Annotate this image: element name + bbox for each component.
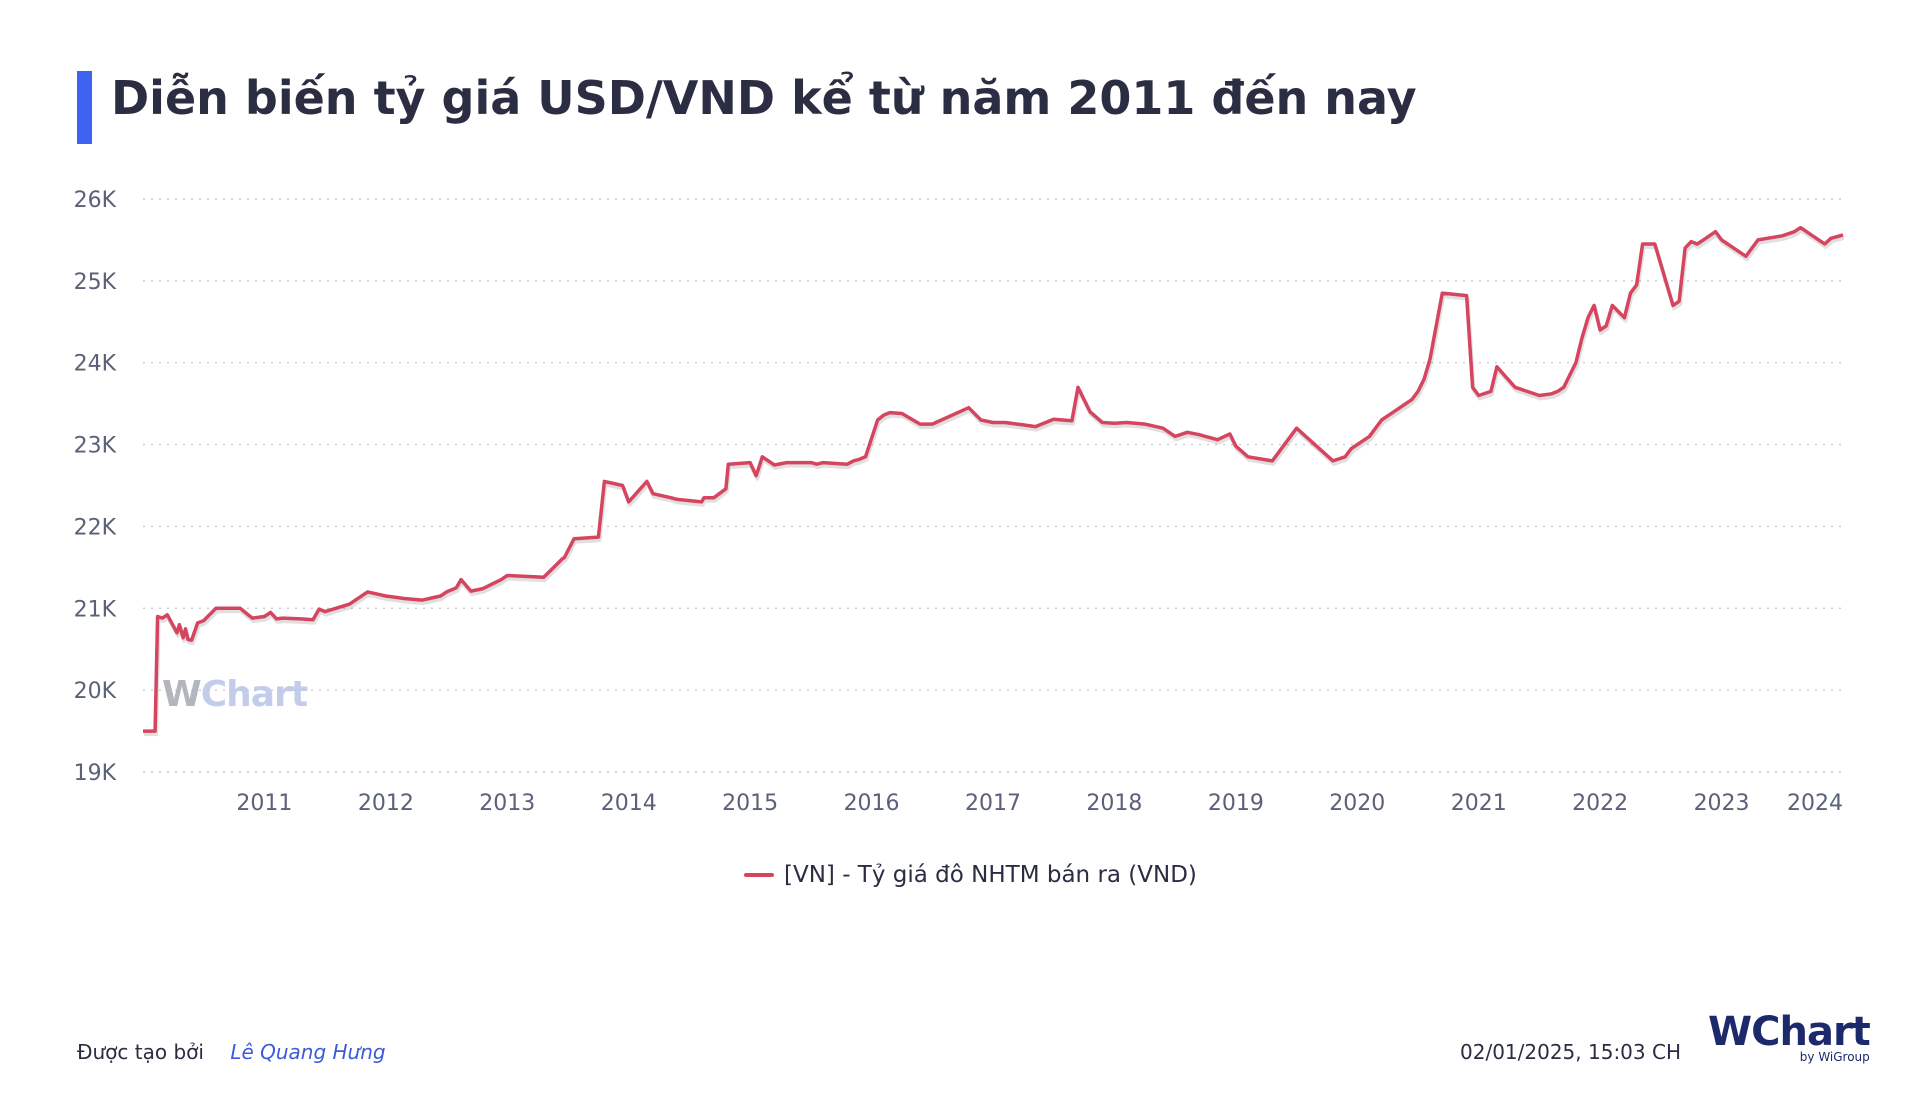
- y-tick-label: 20K: [74, 679, 117, 704]
- y-tick-label: 26K: [74, 188, 117, 213]
- series-group: [143, 225, 1845, 737]
- grid: [143, 198, 1843, 773]
- title-accent-bar: [77, 71, 92, 144]
- x-tick-label: 2011: [236, 791, 292, 816]
- legend-swatch: [744, 873, 774, 877]
- x-tick-label: 2012: [358, 791, 414, 816]
- x-axis: 2011 2012 2013 2014 2015 2016 2017 2018 2019 2020…: [236, 791, 1843, 816]
- x-tick-label: 2022: [1572, 791, 1628, 816]
- x-tick-label: 2015: [722, 791, 778, 816]
- x-tick-label: 2021: [1451, 791, 1507, 816]
- legend-label: [VN] - Tỷ giá đô NHTM bán ra (VND): [784, 862, 1197, 888]
- x-tick-label: 2018: [1086, 791, 1142, 816]
- x-tick-label: 2020: [1329, 791, 1385, 816]
- y-tick-label: 23K: [74, 434, 117, 459]
- y-tick-label: 24K: [74, 352, 117, 377]
- series-line-0[interactable]: [143, 225, 1844, 733]
- series-line-shadow: [144, 228, 1845, 737]
- watermark-logo: WChart: [162, 674, 308, 715]
- x-tick-label: 2013: [479, 791, 535, 816]
- x-tick-label: 2024: [1787, 791, 1843, 816]
- brand-sub: by WiGroup: [1799, 1050, 1870, 1064]
- footer-timestamp: 02/01/2025, 15:03 CH: [1460, 1040, 1681, 1064]
- y-tick-label: 19K: [74, 761, 117, 786]
- x-tick-label: 2016: [844, 791, 900, 816]
- footer-credit: Được tạo bởi Lê Quang Hưng: [77, 1040, 386, 1064]
- legend[interactable]: [VN] - Tỷ giá đô NHTM bán ra (VND): [744, 862, 1197, 888]
- created-by-label: Được tạo bởi: [77, 1040, 204, 1064]
- page-title: Diễn biến tỷ giá USD/VND kể từ năm 2011 …: [111, 71, 1417, 125]
- y-axis: 19K 20K 21K 22K 23K 24K 25K 26K: [74, 188, 117, 786]
- y-tick-label: 22K: [74, 515, 117, 540]
- x-tick-label: 2017: [965, 791, 1021, 816]
- author-link[interactable]: Lê Quang Hưng: [230, 1040, 386, 1064]
- y-tick-label: 21K: [74, 597, 117, 622]
- x-tick-label: 2019: [1208, 791, 1264, 816]
- y-tick-label: 25K: [74, 270, 117, 295]
- brand-logo: WChart by WiGroup: [1708, 1009, 1871, 1064]
- x-tick-label: 2014: [601, 791, 657, 816]
- x-tick-label: 2023: [1694, 791, 1750, 816]
